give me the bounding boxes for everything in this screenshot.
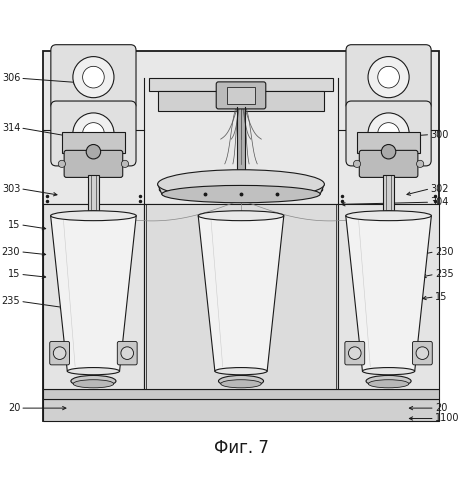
Text: 306: 306 — [2, 73, 20, 83]
Circle shape — [378, 123, 399, 144]
Bar — [357, 132, 420, 153]
Circle shape — [354, 160, 361, 168]
Ellipse shape — [198, 211, 284, 221]
Bar — [43, 51, 439, 421]
Polygon shape — [183, 196, 300, 200]
Text: 230: 230 — [2, 247, 20, 257]
Ellipse shape — [366, 375, 411, 387]
Circle shape — [378, 66, 399, 88]
Circle shape — [382, 145, 396, 159]
Ellipse shape — [71, 375, 116, 387]
Text: 302: 302 — [430, 184, 449, 194]
Bar — [158, 91, 325, 111]
FancyBboxPatch shape — [359, 150, 418, 178]
Bar — [88, 175, 99, 211]
Circle shape — [58, 160, 65, 168]
Polygon shape — [50, 216, 136, 371]
Circle shape — [348, 347, 361, 359]
Text: 20: 20 — [8, 403, 20, 413]
Text: 1100: 1100 — [435, 414, 459, 424]
FancyBboxPatch shape — [346, 101, 431, 166]
Text: 235: 235 — [1, 296, 20, 306]
Ellipse shape — [67, 368, 120, 375]
Bar — [237, 107, 245, 173]
Text: 15: 15 — [435, 292, 447, 302]
Text: 235: 235 — [435, 269, 453, 279]
Circle shape — [83, 123, 104, 144]
FancyBboxPatch shape — [216, 82, 266, 109]
Ellipse shape — [378, 211, 399, 219]
Ellipse shape — [221, 380, 261, 388]
Text: 303: 303 — [2, 184, 20, 194]
Bar — [149, 78, 333, 91]
Circle shape — [86, 145, 101, 159]
Circle shape — [53, 347, 66, 359]
Bar — [62, 132, 125, 153]
Ellipse shape — [162, 186, 320, 203]
Text: 230: 230 — [435, 247, 453, 257]
FancyBboxPatch shape — [345, 341, 365, 365]
Circle shape — [416, 347, 429, 359]
Circle shape — [368, 56, 409, 98]
Bar — [43, 399, 439, 421]
Text: Фиг. 7: Фиг. 7 — [213, 439, 269, 457]
FancyBboxPatch shape — [64, 150, 123, 178]
Bar — [43, 205, 144, 389]
Ellipse shape — [73, 380, 113, 388]
Ellipse shape — [368, 380, 409, 388]
Ellipse shape — [346, 211, 432, 221]
Ellipse shape — [83, 211, 104, 219]
Ellipse shape — [158, 170, 325, 199]
Bar — [43, 389, 439, 399]
Bar — [144, 205, 338, 389]
FancyBboxPatch shape — [346, 45, 431, 110]
Bar — [227, 87, 255, 103]
Bar — [338, 205, 439, 389]
Circle shape — [121, 347, 134, 359]
Circle shape — [368, 113, 409, 154]
Text: 300: 300 — [430, 130, 449, 140]
Circle shape — [83, 66, 104, 88]
Text: 314: 314 — [2, 123, 20, 133]
Polygon shape — [346, 216, 432, 371]
Text: 20: 20 — [435, 403, 447, 413]
Ellipse shape — [215, 368, 267, 375]
FancyBboxPatch shape — [117, 341, 137, 365]
Polygon shape — [198, 216, 284, 371]
FancyBboxPatch shape — [50, 341, 70, 365]
Bar — [383, 175, 394, 211]
Text: 15: 15 — [8, 220, 20, 230]
FancyBboxPatch shape — [51, 101, 136, 166]
Circle shape — [73, 113, 114, 154]
Ellipse shape — [50, 211, 136, 221]
Circle shape — [73, 56, 114, 98]
FancyBboxPatch shape — [412, 341, 432, 365]
Ellipse shape — [362, 368, 415, 375]
Text: 304: 304 — [430, 197, 449, 207]
Circle shape — [121, 160, 128, 168]
FancyBboxPatch shape — [51, 45, 136, 110]
Ellipse shape — [219, 375, 263, 387]
Text: 15: 15 — [8, 269, 20, 279]
Ellipse shape — [159, 179, 323, 201]
Polygon shape — [158, 184, 325, 194]
Circle shape — [417, 160, 424, 168]
